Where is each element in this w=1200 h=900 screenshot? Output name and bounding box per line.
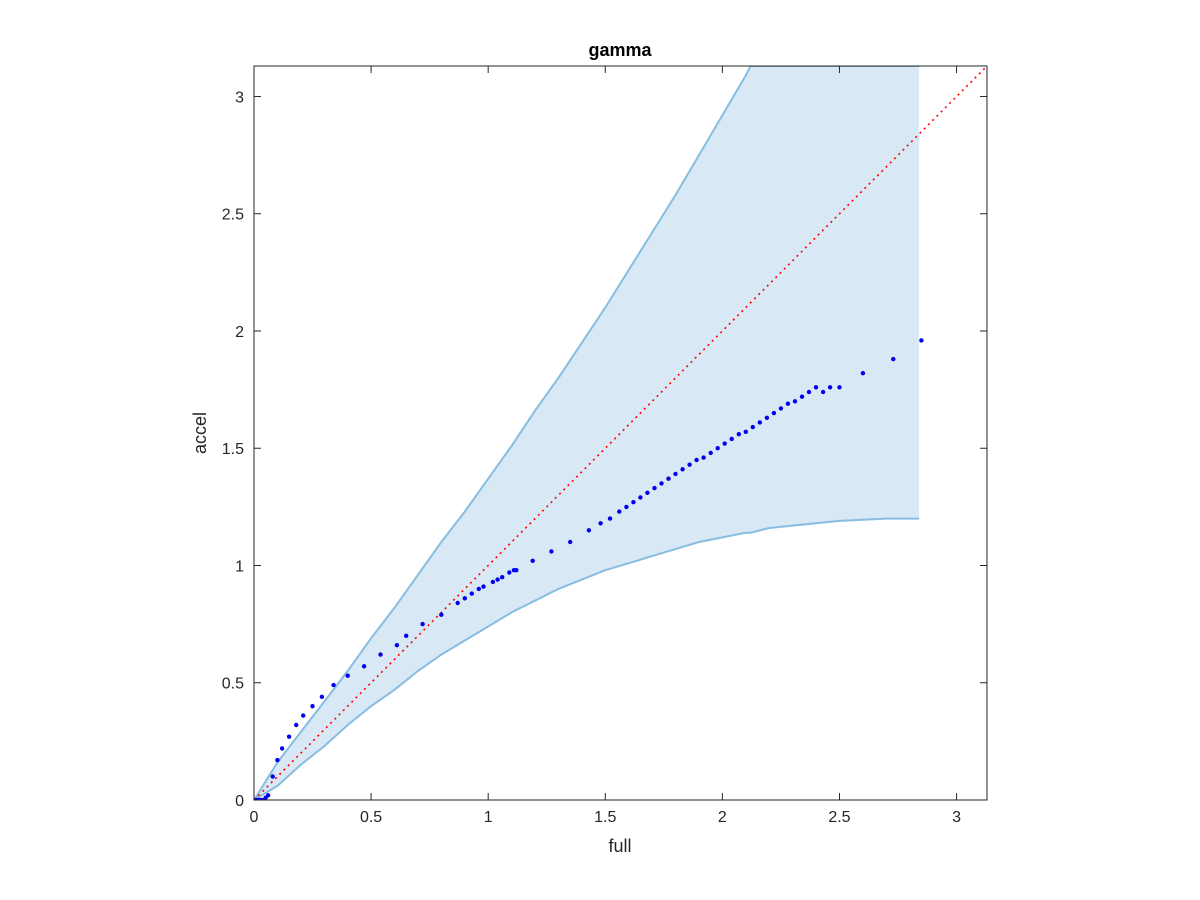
data-point	[806, 389, 812, 395]
band-fill	[254, 66, 920, 800]
data-point	[860, 371, 866, 376]
data-point	[701, 455, 706, 460]
data-point	[404, 633, 409, 638]
data-point	[792, 399, 798, 404]
data-point	[757, 420, 762, 425]
data-point	[785, 401, 791, 406]
data-point	[530, 558, 535, 563]
data-point	[694, 457, 699, 463]
data-point	[378, 652, 383, 657]
data-point	[729, 436, 734, 442]
data-point	[799, 394, 805, 399]
data-point	[631, 500, 636, 505]
x-tick-label: 2.5	[828, 809, 850, 826]
tick-marks	[253, 66, 987, 801]
data-point	[310, 704, 315, 709]
axes-box	[253, 65, 988, 801]
data-point	[345, 673, 350, 678]
data-point	[469, 591, 474, 596]
x-axis-label: full	[608, 836, 631, 856]
data-point	[490, 579, 496, 585]
confidence-band	[254, 66, 920, 800]
data-point	[687, 462, 692, 467]
data-point	[420, 621, 425, 627]
data-point	[598, 521, 603, 526]
data-point	[764, 415, 770, 420]
axes	[253, 65, 988, 801]
data-point	[507, 570, 512, 575]
data-point	[394, 643, 400, 648]
y-tick-label: 1.5	[222, 441, 244, 458]
band-upper-edge	[254, 66, 920, 800]
data-point	[607, 516, 613, 521]
y-tick-labels: 0 0.5 1 1.5 2 2.5 3	[222, 89, 244, 810]
data-point	[820, 389, 826, 395]
y-tick-label: 1	[235, 558, 244, 575]
data-point	[279, 746, 285, 751]
y-tick-label: 2.5	[222, 207, 244, 224]
data-point	[568, 539, 573, 545]
data-point	[265, 793, 271, 798]
data-points-layer	[254, 338, 924, 800]
data-point	[586, 528, 592, 533]
data-point	[666, 476, 671, 481]
x-tick-label: 2	[718, 809, 727, 826]
data-point	[673, 471, 678, 477]
data-point	[722, 441, 727, 446]
data-point	[549, 549, 554, 554]
x-tick-label: 3	[952, 809, 961, 826]
data-point	[319, 694, 325, 699]
data-point	[645, 490, 650, 495]
data-point	[301, 713, 306, 718]
data-point	[514, 568, 519, 573]
data-point	[837, 385, 842, 390]
data-point	[331, 682, 336, 688]
y-tick-label: 0	[235, 793, 244, 810]
data-point	[919, 338, 924, 343]
data-point	[624, 504, 629, 510]
y-axis-label: accel	[190, 412, 210, 454]
data-point	[827, 385, 833, 390]
data-point	[481, 584, 486, 589]
data-point	[891, 356, 896, 362]
x-tick-label: 0.5	[360, 809, 382, 826]
y-tick-label: 0.5	[222, 676, 244, 693]
data-point	[771, 410, 777, 416]
reference-line-layer	[254, 66, 987, 800]
data-point	[462, 596, 467, 601]
data-point	[294, 722, 299, 728]
data-point	[617, 509, 622, 514]
x-tick-label: 0	[250, 809, 259, 826]
data-point	[708, 450, 713, 456]
data-point	[659, 481, 664, 486]
data-point	[476, 586, 481, 592]
data-point	[715, 446, 720, 451]
data-point	[743, 429, 748, 434]
data-point	[680, 467, 685, 472]
data-point	[275, 757, 280, 763]
data-point	[439, 612, 444, 617]
data-point	[500, 575, 505, 580]
data-point	[495, 577, 500, 582]
data-point	[750, 424, 755, 430]
data-point	[736, 432, 741, 437]
data-point	[361, 664, 367, 669]
chart-title: gamma	[588, 40, 652, 60]
data-point	[813, 385, 819, 390]
data-point	[778, 406, 784, 411]
x-tick-label: 1.5	[594, 809, 616, 826]
data-point	[652, 485, 657, 491]
data-point	[286, 734, 292, 739]
data-point	[455, 600, 460, 606]
x-tick-labels: 0 0.5 1 1.5 2 2.5 3	[250, 809, 962, 826]
reference-line	[254, 66, 987, 800]
y-tick-label: 3	[235, 89, 244, 106]
band-lower-edge	[254, 517, 920, 800]
data-point	[270, 774, 275, 779]
data-point	[638, 495, 643, 500]
x-tick-label: 1	[484, 809, 493, 826]
y-tick-label: 2	[235, 324, 244, 341]
